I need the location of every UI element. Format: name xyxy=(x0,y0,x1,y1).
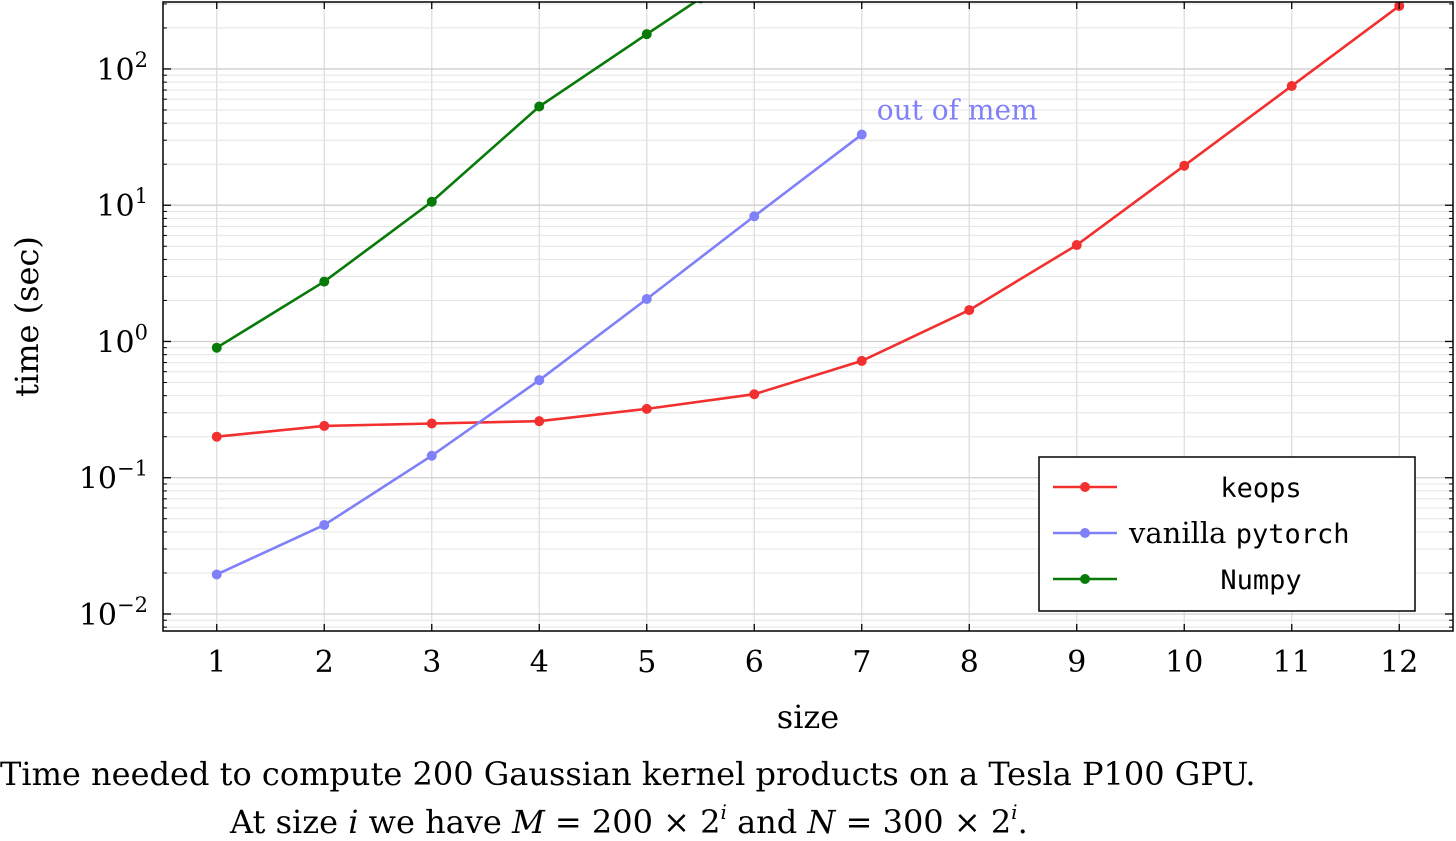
data-point-pytorch-7 xyxy=(856,129,867,140)
tick-labels: 1 2 3 4 5 6 7 8 9 10 11 1210−210−1100101102sizetime… xyxy=(8,48,1418,736)
legend-entry-name: keops xyxy=(1220,473,1301,504)
y-tick-base: 10 xyxy=(96,53,134,88)
y-tick-exponent: −1 xyxy=(117,457,148,481)
legend-entry-numpy: Numpy xyxy=(1220,565,1301,596)
data-point-keops-2 xyxy=(319,420,330,431)
caption-var-i: i xyxy=(348,803,359,841)
annotations: out of mem xyxy=(877,94,1038,127)
data-point-keops-11 xyxy=(1286,80,1297,91)
legend-entry-keops: keops xyxy=(1220,473,1301,504)
legend-swatch-marker xyxy=(1080,528,1090,538)
x-tick-label: 2 xyxy=(315,645,334,680)
y-axis-label: time (sec) xyxy=(8,236,46,397)
data-point-keops-7 xyxy=(856,355,867,366)
chart: 1 2 3 4 5 6 7 8 9 10 11 1210−210−1100101102sizetime… xyxy=(8,1,1454,736)
axes xyxy=(162,1,1454,632)
data-point-keops-4 xyxy=(534,416,545,427)
y-tick-base: 10 xyxy=(79,598,117,633)
y-tick-exponent: −2 xyxy=(117,593,148,617)
caption-exp-i-2: i xyxy=(1011,800,1018,824)
data-point-pytorch-4 xyxy=(534,375,545,386)
x-tick-label: 8 xyxy=(960,645,979,680)
x-tick-label: 5 xyxy=(637,645,656,680)
legend-entry-name: pytorch xyxy=(1236,519,1350,550)
y-tick-exponent: 2 xyxy=(135,48,148,72)
data-point-keops-10 xyxy=(1179,160,1190,171)
data-point-keops-5 xyxy=(641,403,652,414)
x-tick-label: 10 xyxy=(1165,645,1203,680)
x-tick-label: 11 xyxy=(1273,645,1311,680)
x-tick-label: 9 xyxy=(1067,645,1086,680)
data-point-pytorch-2 xyxy=(319,519,330,530)
data-point-pytorch-1 xyxy=(211,569,222,580)
data-point-numpy-1 xyxy=(211,342,222,353)
y-tick-label: 102 xyxy=(96,48,148,88)
y-tick-exponent: 1 xyxy=(135,184,148,208)
data-point-numpy-2 xyxy=(319,276,330,287)
x-tick-label: 3 xyxy=(422,645,441,680)
caption-exp-i: i xyxy=(720,800,727,824)
series-line-keops xyxy=(216,4,1401,438)
x-tick-label: 6 xyxy=(745,645,764,680)
y-tick-label: 101 xyxy=(96,184,148,224)
caption-var-N: N xyxy=(807,803,836,841)
x-axis-label: size xyxy=(777,698,839,736)
data-point-keops-3 xyxy=(426,418,437,429)
caption-line-2: At size i we have M = 200 × 2i and N = 3… xyxy=(230,800,1028,841)
caption-text-f: . xyxy=(1017,803,1028,841)
legend-entry-pytorch: vanilla pytorch xyxy=(1128,516,1349,550)
caption-text-b: we have xyxy=(358,803,512,841)
x-tick-label: 4 xyxy=(530,645,549,680)
data-point-pytorch-6 xyxy=(749,211,760,222)
data-point-keops-1 xyxy=(211,431,222,442)
plot-frame xyxy=(162,1,1454,632)
series-layer xyxy=(211,2,1405,580)
data-point-pytorch-3 xyxy=(426,450,437,461)
legend: keops vanilla pytorch Numpy xyxy=(1038,456,1416,612)
caption-text-d: and xyxy=(726,803,808,841)
caption-text-a: At size xyxy=(230,803,349,841)
data-point-keops-9 xyxy=(1071,240,1082,251)
data-point-numpy-3 xyxy=(426,196,437,207)
series-clip-group xyxy=(211,2,1405,580)
y-tick-label: 100 xyxy=(96,320,148,360)
y-tick-base: 10 xyxy=(79,462,117,497)
legend-entry-prefix: vanilla xyxy=(1128,516,1236,550)
series-line-numpy xyxy=(216,2,698,349)
data-point-keops-6 xyxy=(749,389,760,400)
x-tick-label: 7 xyxy=(852,645,871,680)
y-tick-base: 10 xyxy=(96,325,134,360)
legend-swatch-marker xyxy=(1080,482,1090,492)
x-tick-label: 1 xyxy=(207,645,226,680)
caption-var-M: M xyxy=(511,803,545,841)
y-tick-base: 10 xyxy=(96,189,134,224)
y-tick-label: 10−2 xyxy=(79,593,148,633)
y-tick-label: 10−1 xyxy=(79,457,148,497)
data-point-pytorch-5 xyxy=(641,293,652,304)
legend-swatch-marker xyxy=(1080,574,1090,584)
caption-text-c: = 200 × 2 xyxy=(544,803,721,841)
caption-line-1: Time needed to compute 200 Gaussian kern… xyxy=(0,755,1256,793)
out-of-mem-annotation: out of mem xyxy=(877,94,1038,127)
x-tick-label: 12 xyxy=(1380,645,1418,680)
caption-text-e: = 300 × 2 xyxy=(835,803,1012,841)
y-tick-exponent: 0 xyxy=(135,320,148,344)
data-point-keops-8 xyxy=(964,305,975,316)
data-point-numpy-5 xyxy=(641,29,652,40)
data-point-numpy-4 xyxy=(534,101,545,112)
legend-entry-name: Numpy xyxy=(1220,565,1301,596)
